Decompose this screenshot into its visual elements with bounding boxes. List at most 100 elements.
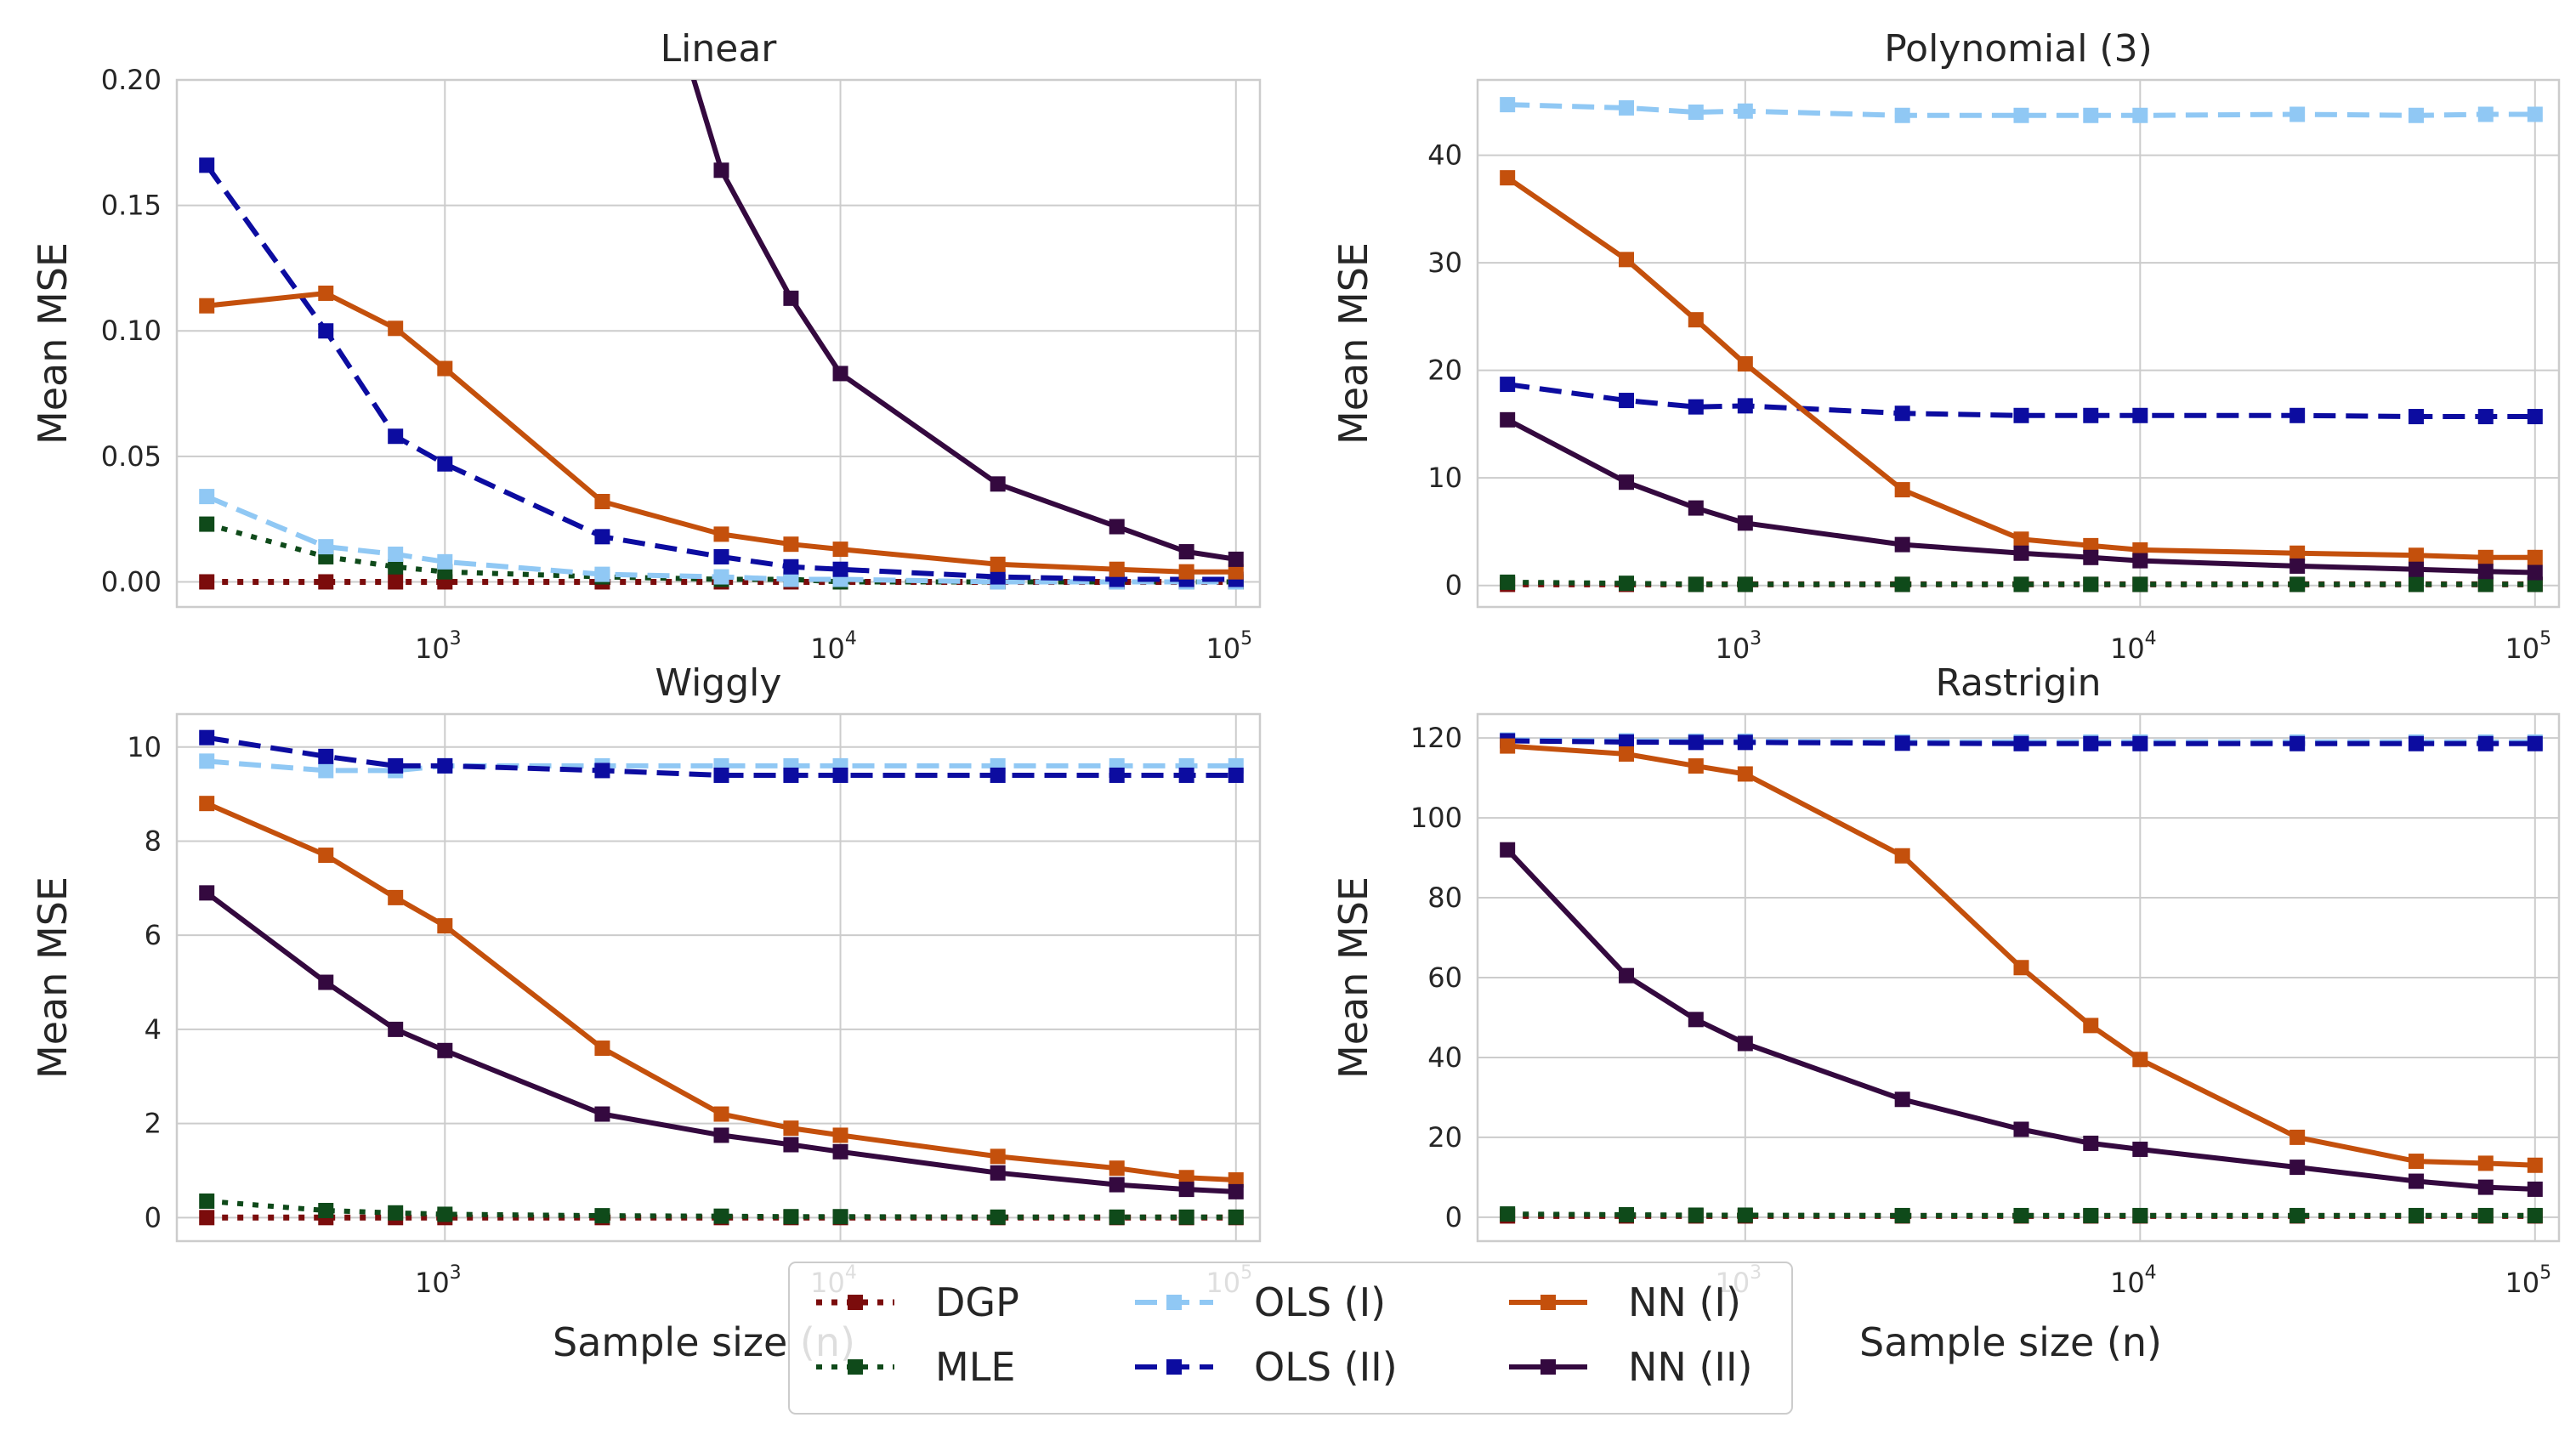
data-point-nn1	[1500, 738, 1516, 754]
data-point-nn1	[2083, 537, 2099, 553]
data-point-mle	[1228, 1209, 1244, 1225]
x-tick-label: 104	[810, 628, 857, 665]
series-line-ols1	[206, 494, 1236, 585]
plot-frame	[175, 78, 1262, 609]
data-point-dgp	[318, 574, 334, 590]
data-point-mle	[2477, 1207, 2494, 1223]
data-point-nn2	[783, 290, 799, 306]
legend-item-nn1: NN (I)	[1509, 1279, 1741, 1325]
y-tick-label: 30	[1427, 247, 1462, 279]
data-point-nn1	[990, 556, 1006, 572]
legend-swatch-marker	[1540, 1295, 1556, 1310]
data-point-nn1	[1109, 1160, 1125, 1177]
data-point-ols2	[388, 428, 404, 445]
data-point-ols2	[783, 767, 799, 783]
x-tick-label: 105	[2505, 1262, 2551, 1299]
data-point-mle	[2527, 576, 2543, 593]
x-tick-label: 104	[2110, 628, 2157, 665]
data-point-mle	[2132, 1207, 2148, 1223]
data-point-nn1	[1618, 252, 1634, 268]
data-point-nn1	[713, 526, 729, 542]
y-tick-label: 120	[1410, 722, 1462, 754]
data-point-ols2	[832, 767, 848, 783]
series-line-ols1	[1507, 102, 2535, 118]
legend-item-dgp: DGP	[816, 1279, 1019, 1325]
series-line-mle	[206, 1198, 1236, 1220]
series-line-ols2	[206, 734, 1236, 778]
data-point-nn2	[318, 974, 334, 990]
data-point-nn2	[1228, 551, 1244, 567]
data-point-mle	[1109, 1209, 1125, 1225]
data-point-ols1	[594, 566, 610, 582]
data-point-mle	[2408, 576, 2424, 593]
legend-swatch-marker	[1166, 1295, 1182, 1310]
data-point-nn1	[2132, 1052, 2148, 1068]
legend-label: MLE	[935, 1344, 1015, 1390]
data-point-nn2	[594, 1106, 610, 1122]
data-point-ols1	[318, 763, 334, 779]
series-line-ols2	[204, 163, 1236, 582]
data-point-nn2	[1618, 967, 1634, 984]
data-point-mle	[1618, 576, 1634, 592]
legend-item-nn2: NN (II)	[1509, 1344, 1752, 1390]
data-point-nn2	[990, 476, 1006, 492]
data-point-ols2	[2408, 409, 2424, 425]
data-point-nn1	[2477, 1155, 2494, 1171]
series-group	[1500, 97, 2543, 593]
series-group	[1500, 732, 2543, 1224]
data-point-ols2	[199, 157, 215, 173]
data-point-nn2	[1178, 544, 1194, 560]
data-point-ols2	[318, 323, 334, 339]
panel-title: Polynomial (3)	[1884, 27, 2153, 71]
series-line-nn1	[1506, 743, 2535, 1168]
y-tick-label: 0.05	[101, 440, 162, 473]
data-point-nn1	[2527, 1157, 2543, 1173]
series-line-nn1	[206, 291, 1236, 575]
data-point-mle	[783, 1209, 799, 1225]
data-point-mle	[594, 1208, 610, 1224]
data-point-nn2	[2132, 553, 2148, 569]
data-point-nn2	[713, 162, 729, 179]
data-point-nn2	[1500, 411, 1516, 428]
data-point-mle	[199, 1193, 215, 1209]
data-point-nn1	[1688, 758, 1704, 774]
series-line-mle	[1507, 579, 2535, 587]
data-point-nn1	[437, 918, 453, 934]
data-point-mle	[1500, 574, 1516, 590]
data-point-nn1	[1894, 848, 1910, 864]
data-point-nn1	[318, 848, 334, 864]
series-line-nn1	[206, 801, 1236, 1182]
data-point-ols2	[1500, 377, 1516, 393]
data-point-nn2	[2527, 564, 2543, 581]
data-point-nn1	[2289, 1129, 2306, 1145]
y-tick-label: 0	[1445, 1201, 1462, 1233]
data-point-ols2	[1178, 767, 1194, 783]
y-tick-label: 40	[1427, 139, 1462, 172]
y-tick-label: 0.15	[101, 190, 162, 222]
data-point-nn2	[2477, 564, 2494, 580]
data-point-ols1	[2132, 107, 2148, 123]
data-point-nn1	[199, 298, 215, 314]
data-point-nn2	[1894, 1092, 1910, 1108]
data-point-nn1	[2013, 960, 2029, 976]
data-point-nn2	[388, 1021, 404, 1037]
x-tick-label: 103	[415, 1262, 462, 1299]
data-point-nn1	[388, 320, 404, 337]
legend-swatch-marker	[848, 1359, 863, 1375]
data-point-ols2	[437, 757, 453, 774]
data-point-ols2	[832, 561, 848, 577]
data-point-ols1	[437, 553, 453, 570]
y-tick-label: 2	[145, 1108, 162, 1140]
data-point-nn1	[1688, 312, 1704, 328]
data-point-nn1	[783, 1120, 799, 1137]
series-line-nn2	[1506, 848, 2535, 1192]
data-point-nn1	[594, 494, 610, 509]
data-point-nn1	[1109, 561, 1125, 577]
x-axis-label-right-wrap: Sample size (n)	[1859, 1319, 2162, 1365]
data-point-mle	[1894, 1207, 1910, 1223]
y-axis-label: Mean MSE	[1331, 242, 1376, 445]
data-point-nn1	[1228, 564, 1244, 580]
data-point-ols2	[713, 767, 729, 783]
legend-item-ols2: OLS (II)	[1135, 1344, 1398, 1390]
data-point-nn2	[1500, 842, 1516, 858]
